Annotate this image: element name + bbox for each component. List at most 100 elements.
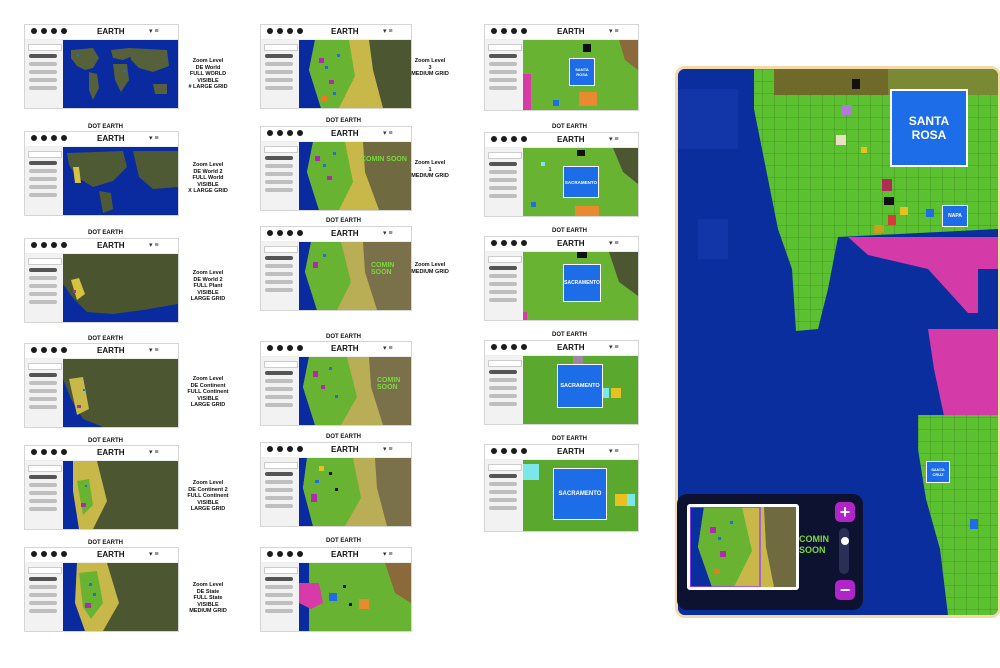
sidebar-item[interactable] — [265, 601, 293, 605]
help-icon[interactable] — [61, 28, 67, 34]
menu-icon[interactable]: ▾ ≡ — [609, 448, 619, 455]
search-input[interactable] — [28, 363, 62, 370]
search-input[interactable] — [28, 44, 62, 51]
sidebar-item[interactable] — [29, 577, 57, 581]
profile-icon[interactable] — [267, 446, 273, 452]
search-input[interactable] — [28, 465, 62, 472]
sidebar-item[interactable] — [489, 54, 517, 58]
gear-icon[interactable] — [511, 28, 517, 34]
profile-icon[interactable] — [267, 230, 273, 236]
sidebar-item[interactable] — [489, 282, 517, 286]
menu-icon[interactable]: ▾ ≡ — [609, 28, 619, 35]
profile-icon[interactable] — [31, 135, 37, 141]
minimap[interactable] — [687, 504, 799, 590]
profile-icon[interactable] — [267, 28, 273, 34]
sidebar-item[interactable] — [489, 170, 517, 174]
state-map[interactable] — [63, 563, 178, 631]
sidebar-item[interactable] — [265, 164, 293, 168]
profile-icon[interactable] — [267, 551, 273, 557]
sidebar-item[interactable] — [265, 387, 293, 391]
sidebar-item[interactable] — [29, 169, 57, 173]
sidebar-item[interactable] — [489, 378, 517, 382]
zoom-in-button[interactable]: + — [835, 502, 855, 522]
search-input[interactable] — [28, 258, 62, 265]
sidebar-item[interactable] — [29, 70, 57, 74]
gear-icon[interactable] — [51, 551, 57, 557]
sidebar-item[interactable] — [29, 483, 57, 487]
region-map[interactable] — [299, 458, 411, 526]
sidebar-item[interactable] — [29, 373, 57, 377]
menu-icon[interactable]: ▾ ≡ — [149, 242, 159, 249]
help-icon[interactable] — [521, 448, 527, 454]
search-input[interactable] — [488, 360, 522, 367]
sidebar-item[interactable] — [265, 593, 293, 597]
city-tile[interactable]: SACRAMENTO — [563, 264, 601, 302]
sidebar-item[interactable] — [29, 78, 57, 82]
sidebar-item[interactable] — [29, 185, 57, 189]
search-input[interactable] — [488, 256, 522, 263]
gear-icon[interactable] — [287, 345, 293, 351]
sidebar-item[interactable] — [29, 161, 57, 165]
gear-icon[interactable] — [511, 448, 517, 454]
sidebar-item[interactable] — [29, 475, 57, 479]
sidebar-item[interactable] — [29, 300, 57, 304]
gear-icon[interactable] — [51, 28, 57, 34]
sidebar-item[interactable] — [29, 276, 57, 280]
city-tile[interactable]: SACRAMENTO — [553, 468, 607, 520]
help-icon[interactable] — [61, 135, 67, 141]
bell-icon[interactable] — [41, 242, 47, 248]
sidebar-item[interactable] — [29, 86, 57, 90]
sidebar-item[interactable] — [489, 474, 517, 478]
bell-icon[interactable] — [277, 446, 283, 452]
gear-icon[interactable] — [511, 344, 517, 350]
gear-icon[interactable] — [287, 130, 293, 136]
bell-icon[interactable] — [41, 551, 47, 557]
help-icon[interactable] — [61, 449, 67, 455]
sidebar-item[interactable] — [489, 194, 517, 198]
sidebar-item[interactable] — [265, 379, 293, 383]
region-map[interactable]: COMIN SOON — [299, 142, 411, 210]
help-icon[interactable] — [61, 551, 67, 557]
sidebar-item[interactable] — [489, 298, 517, 302]
sidebar-item[interactable] — [29, 177, 57, 181]
search-input[interactable] — [264, 462, 298, 469]
menu-icon[interactable]: ▾ ≡ — [149, 551, 159, 558]
bell-icon[interactable] — [41, 135, 47, 141]
menu-icon[interactable]: ▾ ≡ — [383, 28, 393, 35]
santa-rosa-tile[interactable]: SANTA ROSA — [890, 89, 968, 167]
city-tile-small[interactable]: SANTA CRUZ — [926, 461, 950, 483]
sidebar-item[interactable] — [265, 188, 293, 192]
sidebar-item[interactable] — [489, 402, 517, 406]
sidebar-item[interactable] — [489, 498, 517, 502]
city-map[interactable]: SACRAMENTO — [523, 460, 638, 531]
region-map[interactable]: COMIN SOON — [299, 242, 411, 310]
sidebar-item[interactable] — [29, 585, 57, 589]
sidebar-item[interactable] — [29, 389, 57, 393]
profile-icon[interactable] — [31, 28, 37, 34]
help-icon[interactable] — [297, 130, 303, 136]
bell-icon[interactable] — [277, 345, 283, 351]
bell-icon[interactable] — [41, 28, 47, 34]
sidebar-item[interactable] — [489, 370, 517, 374]
sidebar-item[interactable] — [265, 62, 293, 66]
help-icon[interactable] — [521, 240, 527, 246]
world-map[interactable] — [63, 254, 178, 322]
city-map[interactable]: SACRAMENTO — [523, 356, 638, 424]
menu-icon[interactable]: ▾ ≡ — [383, 130, 393, 137]
menu-icon[interactable]: ▾ ≡ — [383, 230, 393, 237]
search-input[interactable] — [28, 567, 62, 574]
sidebar-item[interactable] — [489, 274, 517, 278]
profile-icon[interactable] — [267, 130, 273, 136]
gear-icon[interactable] — [287, 446, 293, 452]
bell-icon[interactable] — [501, 28, 507, 34]
bell-icon[interactable] — [501, 344, 507, 350]
sidebar-item[interactable] — [29, 292, 57, 296]
bell-icon[interactable] — [277, 551, 283, 557]
profile-icon[interactable] — [267, 345, 273, 351]
profile-icon[interactable] — [31, 449, 37, 455]
help-icon[interactable] — [521, 28, 527, 34]
menu-icon[interactable]: ▾ ≡ — [609, 344, 619, 351]
profile-icon[interactable] — [491, 448, 497, 454]
region-map[interactable] — [299, 563, 411, 631]
city-map[interactable]: SANTA ROSA — [523, 40, 638, 110]
